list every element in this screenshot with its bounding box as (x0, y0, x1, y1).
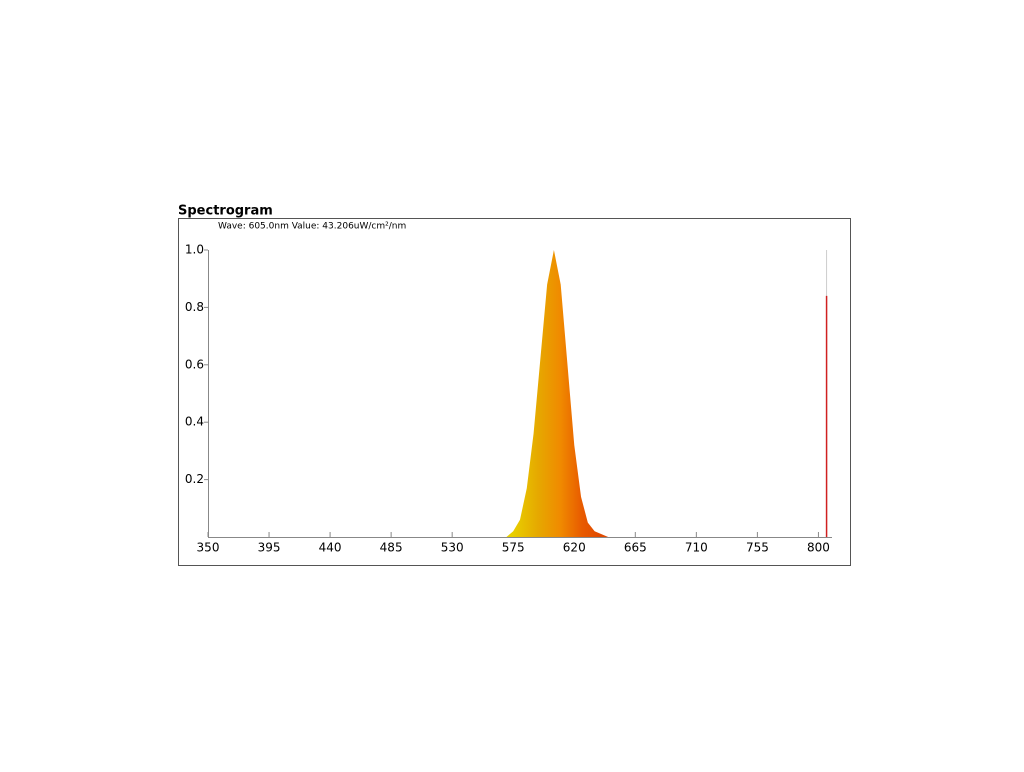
y-tick-label: 1.0 (185, 243, 204, 257)
cursor-info: Wave: 605.0nm Value: 43.206uW/cm²/nm (218, 222, 406, 232)
x-tick-label: 800 (807, 541, 830, 555)
spectrum-area (506, 250, 615, 537)
x-tick-label: 665 (624, 541, 647, 555)
x-tick-label: 395 (258, 541, 281, 555)
x-tick-label: 575 (502, 541, 525, 555)
x-tick-label: 485 (380, 541, 403, 555)
x-tick-label: 350 (197, 541, 220, 555)
y-tick-label: 0.6 (185, 357, 204, 371)
x-tick-label: 530 (441, 541, 464, 555)
x-tick-label: 755 (746, 541, 769, 555)
chart-title: Spectrogram (178, 204, 273, 219)
y-tick-label: 0.8 (185, 300, 204, 314)
y-tick-label: 0.2 (185, 472, 204, 486)
y-tick-label: 0.4 (185, 415, 204, 429)
x-tick-label: 710 (685, 541, 708, 555)
x-tick-label: 440 (319, 541, 342, 555)
x-tick-label: 620 (563, 541, 586, 555)
chart-frame (178, 218, 851, 566)
